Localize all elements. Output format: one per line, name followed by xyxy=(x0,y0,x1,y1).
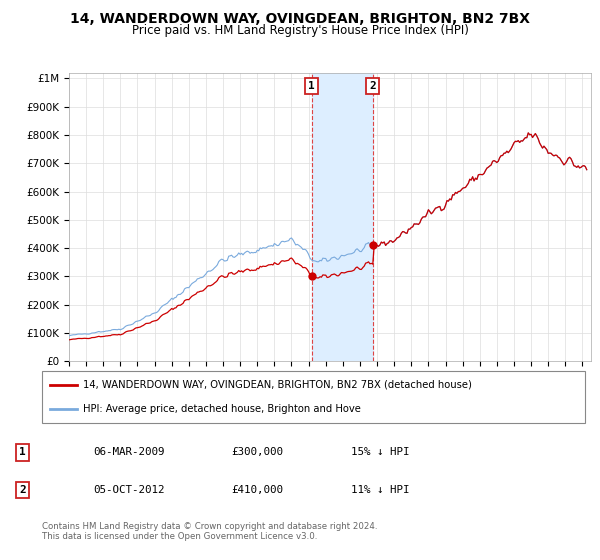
Text: 2: 2 xyxy=(370,81,376,91)
Text: 1: 1 xyxy=(308,81,315,91)
Text: 11% ↓ HPI: 11% ↓ HPI xyxy=(351,485,409,495)
Text: 14, WANDERDOWN WAY, OVINGDEAN, BRIGHTON, BN2 7BX (detached house): 14, WANDERDOWN WAY, OVINGDEAN, BRIGHTON,… xyxy=(83,380,472,390)
Text: 1: 1 xyxy=(19,447,26,458)
Text: 05-OCT-2012: 05-OCT-2012 xyxy=(93,485,164,495)
Text: 15% ↓ HPI: 15% ↓ HPI xyxy=(351,447,409,458)
Text: £300,000: £300,000 xyxy=(231,447,283,458)
Text: £410,000: £410,000 xyxy=(231,485,283,495)
Text: 2: 2 xyxy=(19,485,26,495)
Text: 14, WANDERDOWN WAY, OVINGDEAN, BRIGHTON, BN2 7BX: 14, WANDERDOWN WAY, OVINGDEAN, BRIGHTON,… xyxy=(70,12,530,26)
Bar xyxy=(311,73,373,361)
Text: HPI: Average price, detached house, Brighton and Hove: HPI: Average price, detached house, Brig… xyxy=(83,404,361,414)
Text: 06-MAR-2009: 06-MAR-2009 xyxy=(93,447,164,458)
Text: This data is licensed under the Open Government Licence v3.0.: This data is licensed under the Open Gov… xyxy=(42,532,317,541)
Text: Price paid vs. HM Land Registry's House Price Index (HPI): Price paid vs. HM Land Registry's House … xyxy=(131,24,469,36)
Text: Contains HM Land Registry data © Crown copyright and database right 2024.: Contains HM Land Registry data © Crown c… xyxy=(42,522,377,531)
